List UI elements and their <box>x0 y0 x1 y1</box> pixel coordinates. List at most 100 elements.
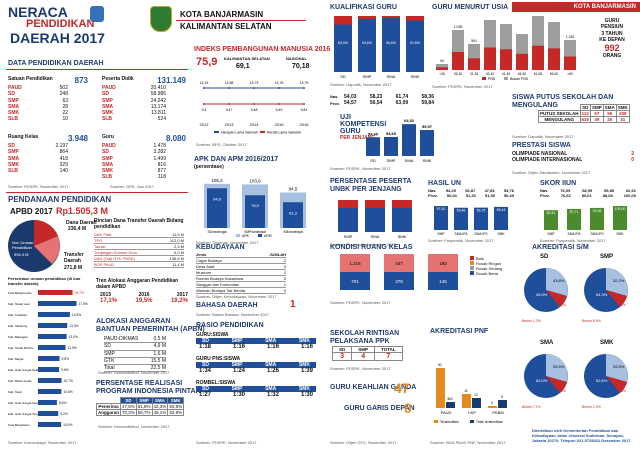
rincian-table: DAK Fisik 11,5 M TPG 112,0 M Tamsil 2,3 M Tunj… <box>94 232 184 268</box>
kebudayaan-value: 0 <box>283 264 286 269</box>
rasio-tables: GURU:SISWA SD SMP SMA SMK 1:18 1:16 1:16 1:16 GUR… <box>196 331 316 398</box>
bar <box>382 17 400 72</box>
rasio-col: SMA <box>265 338 277 344</box>
bar <box>544 210 558 230</box>
data-label: 378 <box>395 279 403 284</box>
rasio-col: SMK <box>298 338 310 344</box>
bar <box>484 47 496 70</box>
tick-label: 2016 <box>300 122 310 127</box>
kebudayaan-label: Desa Adat <box>196 264 215 269</box>
apk-subtitle: (persentase) <box>194 164 224 170</box>
tick-label: SMA IPA <box>455 232 469 236</box>
table-header: SD SMP TOTAL <box>331 346 403 353</box>
pie-slice-b <box>546 268 568 296</box>
list-item: SD 248 <box>8 91 88 97</box>
data-point <box>203 87 205 89</box>
putus-table: SD SMP SMA SMK PUTUS SEKOLAH 112 67 56 208 MENGUL… <box>538 104 630 123</box>
ipm-value: 75,9 <box>196 56 218 68</box>
hasil-un-title: HASIL UN <box>428 180 461 187</box>
guru-total: 8.080 <box>165 134 186 143</box>
source-note: Sumber: PDSPK, November 2017 <box>330 166 391 171</box>
source-note: Sumber: Ditjen GTK, November 2017 <box>330 440 397 445</box>
apbd-label: APBD 2017 <box>10 207 53 216</box>
apm-bar <box>245 195 265 228</box>
bar <box>474 207 488 230</box>
row-value: 80,01 <box>581 193 592 198</box>
list-item-value: 816 <box>157 161 166 168</box>
tick-label: SMP <box>437 232 445 236</box>
list-item-label: SMA <box>102 161 114 168</box>
table-row: Tamsil 2,3 M <box>94 244 184 250</box>
rasio-value: 1:30 <box>232 392 245 398</box>
list-item-label: SMA <box>8 155 20 162</box>
non-urusan-value: 996,3 M <box>14 252 29 257</box>
list-item-label: SMK <box>102 168 114 175</box>
data-label: 84,5 <box>289 187 298 192</box>
kabupaten-label: Kab. Banjar <box>8 357 24 361</box>
kabupaten-label: Kab. Balangan <box>8 335 28 339</box>
data-label: Belum 1,3% <box>582 405 601 409</box>
guru-label: Guru <box>102 134 114 140</box>
table-row: DAK Fisik 11,5 M <box>94 232 184 238</box>
ipm-line-chart: 2012 13,19 9,4 2013 13,58 9,47 2014 13,73 9,48 20… <box>194 74 314 140</box>
table-cell: 48,1% <box>151 409 169 416</box>
kabupaten-bar-chart: Kota Banjarmasin 15,7% Kab. Tanah Laut 17,5… <box>8 290 88 427</box>
pie-slice-c <box>546 290 567 307</box>
data-label: 52,6% <box>596 378 608 383</box>
rincian-label: DAK Fisik <box>94 232 112 237</box>
peserta-label: Peserta Didik <box>102 76 134 82</box>
prestasi-label: OLIMPIADE INTERNASIONAL <box>512 157 583 164</box>
rasio-values: 1:18 1:16 1:16 1:16 <box>196 344 316 350</box>
iiun-chart: 82,61 SMP 87,71 SMA IPA 92,08 SMA IPS 100,00 SM… <box>544 206 627 236</box>
data-label: 9,49 <box>276 108 283 112</box>
legend-swatch <box>470 271 474 275</box>
rasio-col: SMK <box>298 362 310 368</box>
kebudayaan-value: 0 <box>283 276 286 281</box>
legend-label: PNS <box>488 77 496 81</box>
bar <box>420 130 434 156</box>
gtd-value: 0 <box>404 400 412 416</box>
kebudayaan-label: Sanggar dan Komunitas <box>196 282 239 287</box>
tick-label: SMP <box>547 232 555 236</box>
table-cell: 50,8% <box>167 403 185 410</box>
data-point <box>303 103 305 105</box>
rincian-value: 136,6 M <box>169 256 184 261</box>
kabupaten-label: Kab. Kotabaru <box>8 313 28 317</box>
rasio-col: SMA <box>265 386 277 392</box>
tick-label: SD <box>370 158 376 163</box>
tick-label: SMP <box>387 158 396 163</box>
list-item-value: 58.986 <box>150 91 166 98</box>
bar <box>472 398 481 408</box>
ruang-kelas: Ruang Kelas 3.948 SD 2.197 SMP 864 SMA 418 SMK 3… <box>8 134 88 174</box>
list-item: SMA 418 <box>8 156 88 162</box>
rasio-values: 1:34 1:24 1:26 1:39 <box>196 368 316 374</box>
data-label: 54,65 <box>386 131 397 136</box>
pensiun-l4: KE DEPAN <box>599 36 625 43</box>
source-note: Sumber: Susenas, November 2017 <box>196 240 259 245</box>
bar <box>613 206 627 230</box>
list-item: SMP 864 <box>8 149 88 155</box>
row-value: 47,83 <box>484 188 495 193</box>
usia-bar-chart: 90<261.02826-3059131-3536-4041-4546-5087… <box>436 16 576 81</box>
data-point <box>253 87 255 89</box>
header-divider <box>176 20 306 21</box>
kebudayaan-value: 0 <box>283 288 286 293</box>
uji-nas-value: 61,74 <box>395 94 409 100</box>
table-cell: 70,2% <box>120 409 137 416</box>
prov-row: Prov. 76,62 80,01 88,08 100,00 <box>540 193 636 198</box>
rincian-label: Tamsil <box>94 244 106 249</box>
rincian-label: DAU (Gaji GTK PNSD) <box>94 256 135 261</box>
tren-title-1: Tren Alokasi Anggaran Pendidikan <box>96 278 179 284</box>
list-item: SMK 22 <box>8 110 88 116</box>
list-item-label: SD <box>102 149 109 156</box>
data-pendidikan-title: DATA PENDIDIKAN DAERAH <box>8 60 104 67</box>
ipm-kal-label: KALIMANTAN SELATAN <box>224 56 270 61</box>
source-note: Sumber: BAN PAUD PNF, November 2017 <box>430 440 506 445</box>
unbk-title: PERSENTASE PESERTA UNBK PER JENJANG <box>330 178 411 194</box>
data-label: 0,5% <box>618 389 626 393</box>
unbk-title-1: PERSENTASE PESERTA <box>330 178 412 185</box>
uji-nas-value: 58,23 <box>369 94 383 100</box>
header-title-3: DAERAH 2017 <box>10 30 105 46</box>
rintisan-table: SD SMP TOTAL 3 4 7 <box>331 346 403 361</box>
pie-slice-b <box>546 354 568 382</box>
